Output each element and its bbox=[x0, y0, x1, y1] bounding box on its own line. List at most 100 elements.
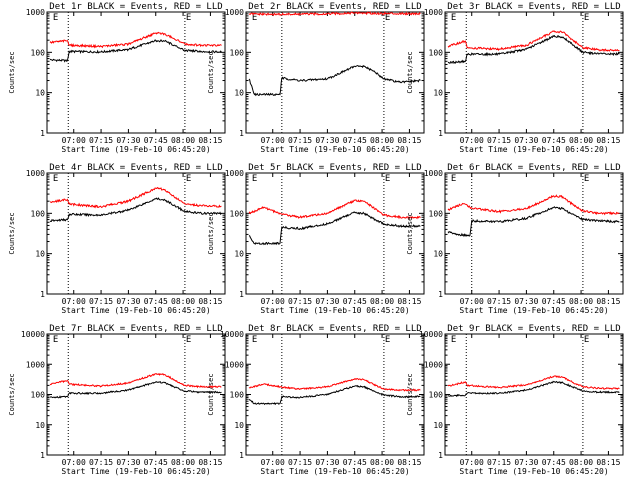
y-axis-label: Counts/sec bbox=[406, 212, 414, 254]
x-tick-label: 07:45 bbox=[542, 136, 566, 145]
y-tick-label: 100 bbox=[31, 209, 46, 218]
y-tick-label: 10000 bbox=[419, 330, 443, 339]
lld-series-line bbox=[49, 372, 222, 389]
y-tick-label: 10 bbox=[35, 89, 45, 98]
y-axis-label: Counts/sec bbox=[207, 212, 215, 254]
x-tick-label: 07:30 bbox=[315, 136, 339, 145]
x-tick-label: 07:45 bbox=[343, 297, 367, 306]
x-tick-label: 07:15 bbox=[487, 297, 511, 306]
y-axis-label: Counts/sec bbox=[207, 51, 215, 93]
y-tick-label: 100 bbox=[230, 391, 245, 400]
x-tick-label: 07:00 bbox=[460, 297, 484, 306]
event-marker-label: E bbox=[385, 174, 390, 184]
x-tick-label: 07:15 bbox=[89, 136, 113, 145]
x-tick-label: 07:15 bbox=[487, 136, 511, 145]
event-marker-label: E bbox=[385, 335, 390, 345]
event-marker-label: E bbox=[451, 335, 456, 345]
x-tick-label: 07:30 bbox=[315, 458, 339, 467]
x-tick-label: 07:30 bbox=[116, 458, 140, 467]
lld-series-line bbox=[248, 11, 421, 17]
chart-title: Det 5r BLACK = Events, RED = LLD bbox=[248, 163, 421, 173]
x-tick-label: 07:30 bbox=[315, 297, 339, 306]
events-series-line bbox=[248, 384, 421, 406]
x-tick-label: 07:00 bbox=[261, 136, 285, 145]
x-tick-label: 07:45 bbox=[144, 297, 168, 306]
events-series-line bbox=[248, 211, 421, 246]
y-tick-label: 10 bbox=[433, 421, 443, 430]
x-tick-label: 07:45 bbox=[144, 458, 168, 467]
x-tick-label: 08:15 bbox=[397, 458, 421, 467]
y-tick-label: 10 bbox=[433, 89, 443, 98]
x-axis-label: Start Time (19-Feb-10 06:45:20) bbox=[61, 467, 210, 476]
x-tick-label: 07:30 bbox=[514, 458, 538, 467]
lld-series-line bbox=[447, 194, 620, 216]
lld-series-line bbox=[248, 377, 421, 392]
x-tick-label: 07:45 bbox=[144, 136, 168, 145]
x-tick-label: 07:00 bbox=[460, 458, 484, 467]
plot-frame bbox=[444, 172, 624, 295]
x-tick-label: 07:45 bbox=[542, 297, 566, 306]
event-marker-label: E bbox=[584, 335, 589, 345]
y-tick-label: 1000 bbox=[424, 169, 443, 178]
x-tick-label: 07:15 bbox=[89, 458, 113, 467]
y-axis-label: Counts/sec bbox=[406, 373, 414, 415]
event-marker-label: E bbox=[186, 174, 191, 184]
x-tick-label: 07:30 bbox=[514, 136, 538, 145]
y-tick-label: 100 bbox=[31, 391, 46, 400]
events-series-line bbox=[447, 206, 620, 238]
x-tick-label: 08:00 bbox=[370, 136, 394, 145]
x-tick-label: 08:15 bbox=[198, 458, 222, 467]
plot-frame bbox=[245, 11, 425, 134]
x-tick-label: 07:30 bbox=[116, 136, 140, 145]
x-tick-label: 07:45 bbox=[542, 458, 566, 467]
plot-frame bbox=[245, 333, 425, 456]
y-axis-label: Counts/sec bbox=[8, 373, 16, 415]
x-tick-label: 07:15 bbox=[288, 297, 312, 306]
event-marker-label: E bbox=[53, 335, 58, 345]
y-tick-label: 1 bbox=[438, 290, 443, 299]
y-tick-label: 100 bbox=[429, 48, 444, 57]
chart-title: Det 7r BLACK = Events, RED = LLD bbox=[49, 324, 222, 334]
chart-title: Det 2r BLACK = Events, RED = LLD bbox=[248, 2, 421, 12]
y-tick-label: 100 bbox=[429, 391, 444, 400]
chart-title: Det 6r BLACK = Events, RED = LLD bbox=[447, 163, 620, 173]
event-marker-label: E bbox=[385, 13, 390, 23]
event-marker-label: E bbox=[186, 13, 191, 23]
chart-title: Det 8r BLACK = Events, RED = LLD bbox=[248, 324, 421, 334]
events-series-line bbox=[49, 197, 222, 223]
x-tick-label: 07:00 bbox=[261, 458, 285, 467]
events-series-line bbox=[49, 381, 222, 399]
plot-frame bbox=[245, 172, 425, 295]
x-axis-label: Start Time (19-Feb-10 06:45:20) bbox=[459, 145, 608, 154]
event-marker-label: E bbox=[53, 13, 58, 23]
events-series-line bbox=[248, 64, 421, 97]
y-tick-label: 100 bbox=[230, 48, 245, 57]
y-tick-label: 1000 bbox=[225, 169, 244, 178]
plot-frame bbox=[46, 172, 226, 295]
x-axis-label: Start Time (19-Feb-10 06:45:20) bbox=[260, 145, 409, 154]
chart-title: Det 3r BLACK = Events, RED = LLD bbox=[447, 2, 620, 12]
x-tick-label: 07:00 bbox=[62, 297, 86, 306]
x-tick-label: 08:15 bbox=[596, 297, 620, 306]
x-tick-label: 07:15 bbox=[89, 297, 113, 306]
x-tick-label: 08:00 bbox=[171, 136, 195, 145]
x-tick-label: 07:00 bbox=[460, 136, 484, 145]
x-tick-label: 07:45 bbox=[343, 136, 367, 145]
event-marker-label: E bbox=[186, 335, 191, 345]
x-tick-label: 08:00 bbox=[171, 297, 195, 306]
x-tick-label: 08:15 bbox=[198, 297, 222, 306]
x-axis-label: Start Time (19-Feb-10 06:45:20) bbox=[260, 306, 409, 315]
y-tick-label: 1 bbox=[438, 451, 443, 460]
x-axis-label: Start Time (19-Feb-10 06:45:20) bbox=[459, 306, 608, 315]
y-tick-label: 1 bbox=[438, 129, 443, 138]
y-tick-label: 10 bbox=[234, 421, 244, 430]
x-tick-label: 08:15 bbox=[596, 136, 620, 145]
y-tick-label: 1000 bbox=[26, 169, 45, 178]
y-tick-label: 1000 bbox=[424, 360, 443, 369]
y-tick-label: 10 bbox=[35, 250, 45, 259]
x-tick-label: 08:15 bbox=[596, 458, 620, 467]
x-tick-label: 07:30 bbox=[116, 297, 140, 306]
